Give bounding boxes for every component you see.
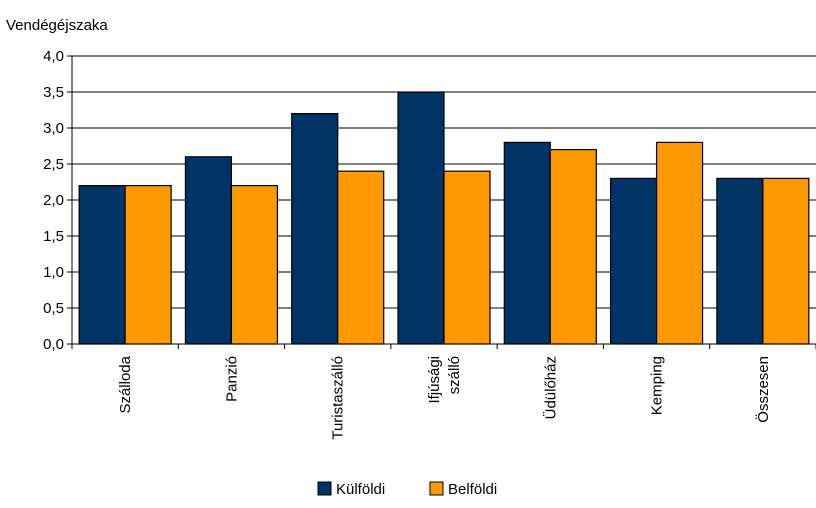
legend: Külföldi Belföldi [317,481,497,498]
bar-series1 [78,185,126,345]
y-tick-label: 2,0 [43,192,64,209]
bar-series2 [549,149,597,345]
y-tick-label: 1,5 [43,228,64,245]
bar-series1 [503,141,551,345]
y-tick-label: 0,5 [43,300,64,317]
bars [78,91,810,345]
bar-series2 [124,185,172,345]
bar-series2 [230,185,279,345]
legend-label: Belföldi [448,481,497,498]
bar-series2 [443,170,491,345]
bar-series2 [655,141,704,345]
y-axis-label: Vendégéjszaka [6,17,108,34]
category-label: Szálloda [117,355,134,413]
bar-series1 [716,177,764,345]
bar-series1 [397,91,445,345]
legend-swatch [429,481,444,496]
legend-label: Külföldi [336,481,385,498]
y-tick-label: 3,0 [43,120,64,137]
category-label: Ifjúsági szálló [426,356,463,404]
y-tick-labels: 0,0 0,5 1,0 1,5 2,0 2,5 3,0 3,5 4,0 [43,48,64,353]
y-tick-label: 1,0 [43,264,64,281]
category-label: Turistaszálló [330,356,347,440]
bar-series2 [762,177,810,345]
category-label: Kemping [649,356,666,415]
legend-swatch [317,481,332,496]
y-tick-label: 3,5 [43,84,64,101]
category-label: Összesen [754,356,772,423]
bar-series1 [291,112,339,345]
bar-series1 [184,156,233,345]
bar-series2 [337,170,385,345]
bar-series1 [609,177,658,345]
category-labels: Szálloda Panzió Turistaszálló Ifjúsági száll… [117,355,772,439]
category-label: Üdülőház [541,356,559,419]
y-tick-label: 4,0 [43,48,64,65]
category-label: Panzió [223,356,240,402]
y-tick-label: 0,0 [43,336,64,353]
y-tick-label: 2,5 [43,156,64,173]
axes [71,56,816,349]
